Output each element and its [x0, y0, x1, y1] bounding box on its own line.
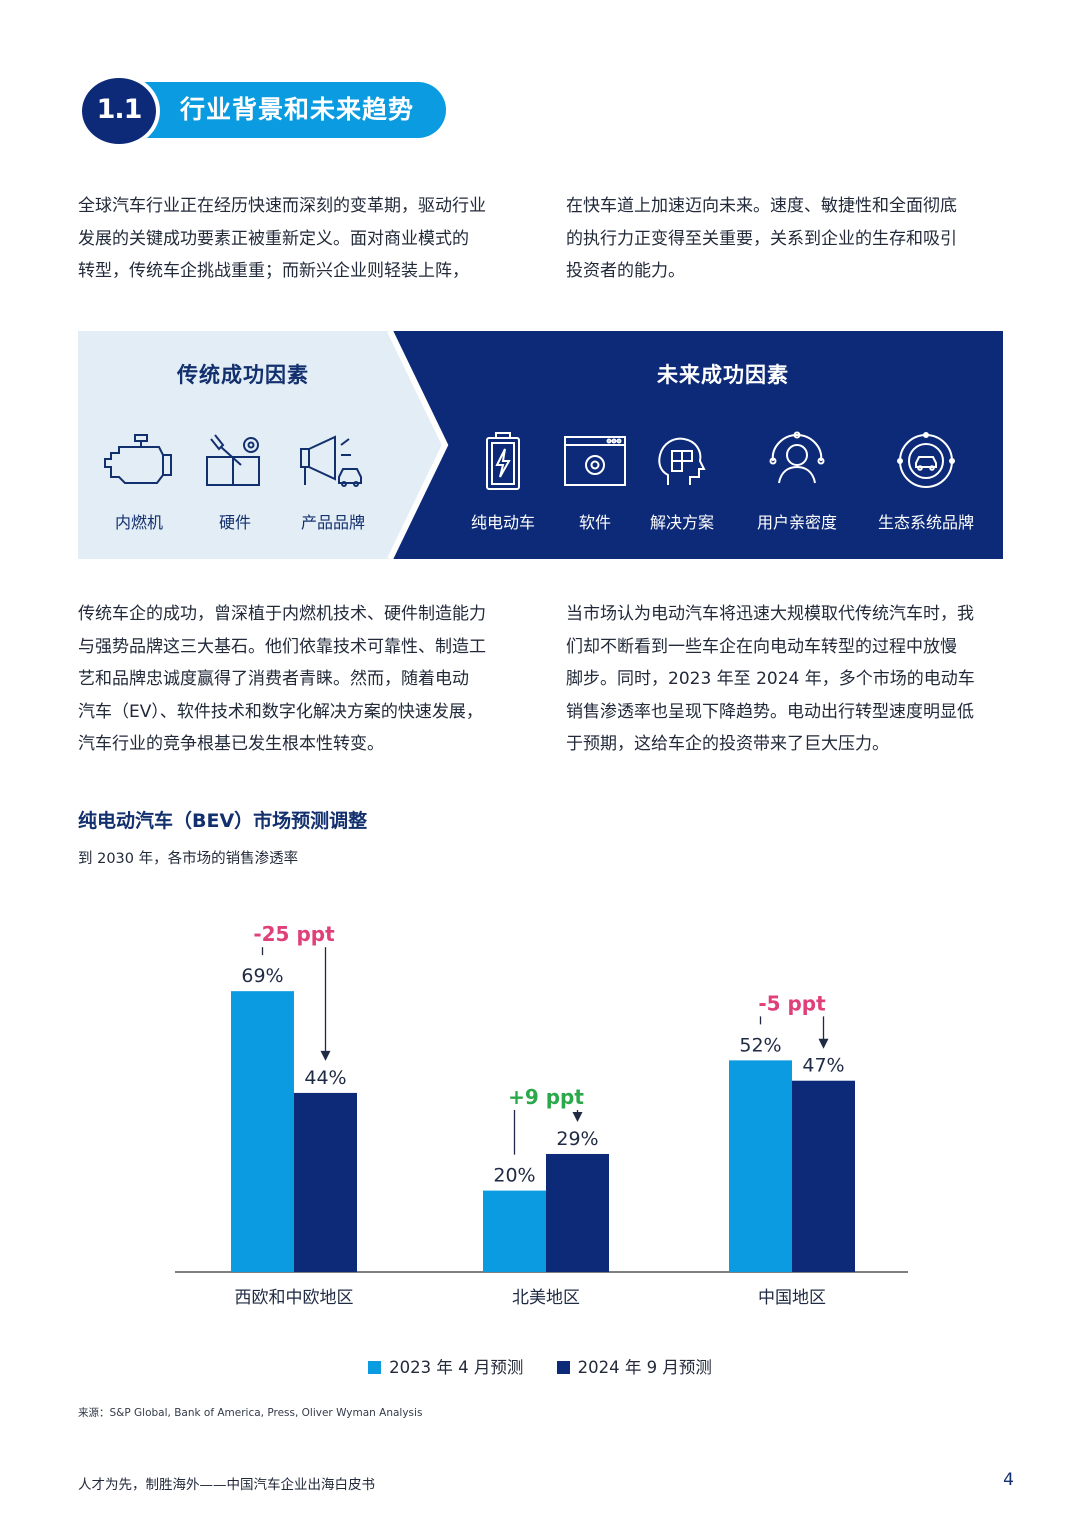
text-line: 传统车企的成功，曾深植于内燃机技术、硬件制造能力 — [78, 604, 486, 624]
factor-label: 用户亲密度 — [756, 513, 837, 532]
text-line: 艺和品牌忠诚度赢得了消费者青睐。然而，随着电动 — [78, 669, 469, 689]
change-arrowhead — [572, 1111, 583, 1122]
banner-background — [78, 331, 1003, 559]
text-line: 全球汽车行业正在经历快速而深刻的变革期，驱动行业 — [78, 196, 486, 216]
text-line: 发展的关键成功要素正被重新定义。面对商业模式的 — [78, 228, 469, 249]
data-label: 20% — [493, 1165, 535, 1187]
data-label: 47% — [802, 1055, 844, 1077]
change-label: +9 ppt — [508, 1085, 584, 1109]
user-network-icon — [769, 431, 825, 484]
text-line: 销售渗透率也呈现下降趋势。电动出行转型速度明显低 — [566, 701, 974, 722]
factor-brand: 产品品牌 — [278, 431, 388, 533]
megaphone-icon — [300, 435, 362, 487]
body-paragraph-right: 当市场认为电动汽车将迅速大规模取代传统汽车时，我 们却不断看到一些车企在向电动车… — [566, 598, 1004, 761]
factor-label: 纯电动车 — [470, 513, 535, 532]
change-label-bg — [510, 1081, 582, 1110]
factor-label: 解决方案 — [649, 513, 714, 532]
section-title-bar — [130, 82, 446, 138]
change-label-bg — [756, 988, 828, 1017]
bar-2024 — [294, 1092, 357, 1272]
text-line: 在快车道上加速迈向未来。速度、敏捷性和全面彻底 — [566, 196, 957, 216]
factor-label: 生态系统品牌 — [877, 513, 974, 532]
category-label: 北美地区 — [512, 1288, 580, 1308]
section-number: 1.1 — [96, 94, 143, 125]
category-label: 中国地区 — [758, 1288, 826, 1308]
legend-item-2024: 2024 年 9 月预测 — [556, 1354, 712, 1378]
body-paragraph-left: 传统车企的成功，曾深植于内燃机技术、硬件制造能力 与强势品牌这三大基石。他们依靠… — [78, 598, 516, 761]
factor-engine: 内燃机 — [84, 431, 194, 533]
data-label: 52% — [739, 1034, 781, 1056]
text-line: 转型，传统车企挑战重重；而新兴企业则轻装上阵， — [78, 261, 469, 281]
tools-icon — [206, 434, 260, 486]
legend-label: 2023 年 4 月预测 — [389, 1358, 524, 1377]
change-arrowhead — [320, 1050, 331, 1061]
text-line: 投资者的能力。 — [566, 261, 685, 281]
legend-item-2023: 2023 年 4 月预测 — [368, 1354, 523, 1378]
legend-label: 2024 年 9 月预测 — [577, 1358, 712, 1377]
change-label-bg — [258, 919, 330, 948]
future-factors-heading: 未来成功因素 — [657, 363, 789, 387]
bar-2023 — [231, 991, 294, 1272]
bar-2024 — [792, 1080, 855, 1272]
legend-swatch-2023 — [368, 1361, 382, 1374]
text-line: 们却不断看到一些车企在向电动车转型的过程中放慢 — [566, 636, 957, 657]
engine-icon — [104, 434, 172, 484]
intro-paragraph-left: 全球汽车行业正在经历快速而深刻的变革期，驱动行业 发展的关键成功要素正被重新定义… — [78, 190, 516, 288]
text-line: 的执行力正变得至关重要，关系到企业的生存和吸引 — [566, 228, 957, 249]
text-line: 汽车行业的竞争根基已发生根本性转变。 — [78, 734, 384, 754]
change-label: -5 ppt — [758, 991, 826, 1015]
battery-icon — [486, 432, 520, 490]
bar-2023 — [483, 1190, 546, 1272]
ecosystem-icon — [897, 432, 955, 488]
section-title: 行业背景和未来趋势 — [180, 95, 415, 124]
data-label: 44% — [304, 1067, 346, 1089]
head-puzzle-icon — [658, 437, 706, 485]
chart-subtitle: 到 2030 年，各市场的销售渗透率 — [78, 851, 299, 867]
factor-ecosystem-brand: 生态系统品牌 — [871, 431, 981, 533]
success-factors-banner: 传统成功因素 未来成功因素 内燃机 硬件 — [78, 331, 1003, 559]
bar-2023 — [729, 1060, 792, 1272]
factor-bev: 纯电动车 — [448, 431, 558, 533]
page-number: 4 — [1003, 1470, 1014, 1490]
bev-penetration-bar-chart: 69% 44% 西欧和中欧地区 -25 ppt 20% 29% 北美地区 +9 ppt 52% 4… — [175, 919, 908, 1308]
chart-title: 纯电动汽车（BEV）市场预测调整 — [78, 810, 368, 832]
factor-solutions: 解决方案 — [627, 431, 737, 533]
factor-software: 软件 — [540, 431, 650, 533]
text-line: 脚步。同时，2023 年至 2024 年，多个市场的电动车 — [566, 669, 975, 689]
factor-hardware: 硬件 — [180, 431, 290, 533]
text-line: 于预期，这给车企的投资带来了巨大压力。 — [566, 734, 889, 754]
factor-label: 产品品牌 — [300, 513, 365, 532]
category-label: 西欧和中欧地区 — [235, 1288, 354, 1308]
text-line: 汽车（EV）、软件技术和数字化解决方案的快速发展， — [78, 701, 483, 722]
legend-swatch-2024 — [556, 1361, 570, 1374]
text-line: 与强势品牌这三大基石。他们依靠技术可靠性、制造工 — [78, 636, 486, 657]
traditional-factors-heading: 传统成功因素 — [177, 363, 309, 387]
data-label: 29% — [556, 1128, 598, 1150]
intro-paragraph-right: 在快车道上加速迈向未来。速度、敏捷性和全面彻底 的执行力正变得至关重要，关系到企… — [566, 190, 1004, 288]
factor-label: 内燃机 — [114, 513, 163, 532]
source-note: 来源：S&P Global, Bank of America, Press, O… — [78, 1407, 423, 1419]
bar-2024 — [546, 1153, 609, 1272]
factor-user-intimacy: 用户亲密度 — [742, 431, 852, 533]
footer-title: 人才为先，制胜海外——中国汽车企业出海白皮书 — [78, 1477, 375, 1493]
software-window-icon — [564, 436, 626, 486]
section-number-badge — [78, 74, 160, 148]
text-line: 当市场认为电动汽车将迅速大规模取代传统汽车时，我 — [566, 604, 974, 624]
data-label: 69% — [241, 965, 283, 987]
chart-legend: 2023 年 4 月预测 2024 年 9 月预测 — [0, 1354, 1080, 1378]
change-arrowhead — [818, 1038, 829, 1049]
change-label: -25 ppt — [253, 922, 335, 946]
factor-label: 软件 — [578, 513, 611, 532]
factor-label: 硬件 — [218, 513, 251, 532]
